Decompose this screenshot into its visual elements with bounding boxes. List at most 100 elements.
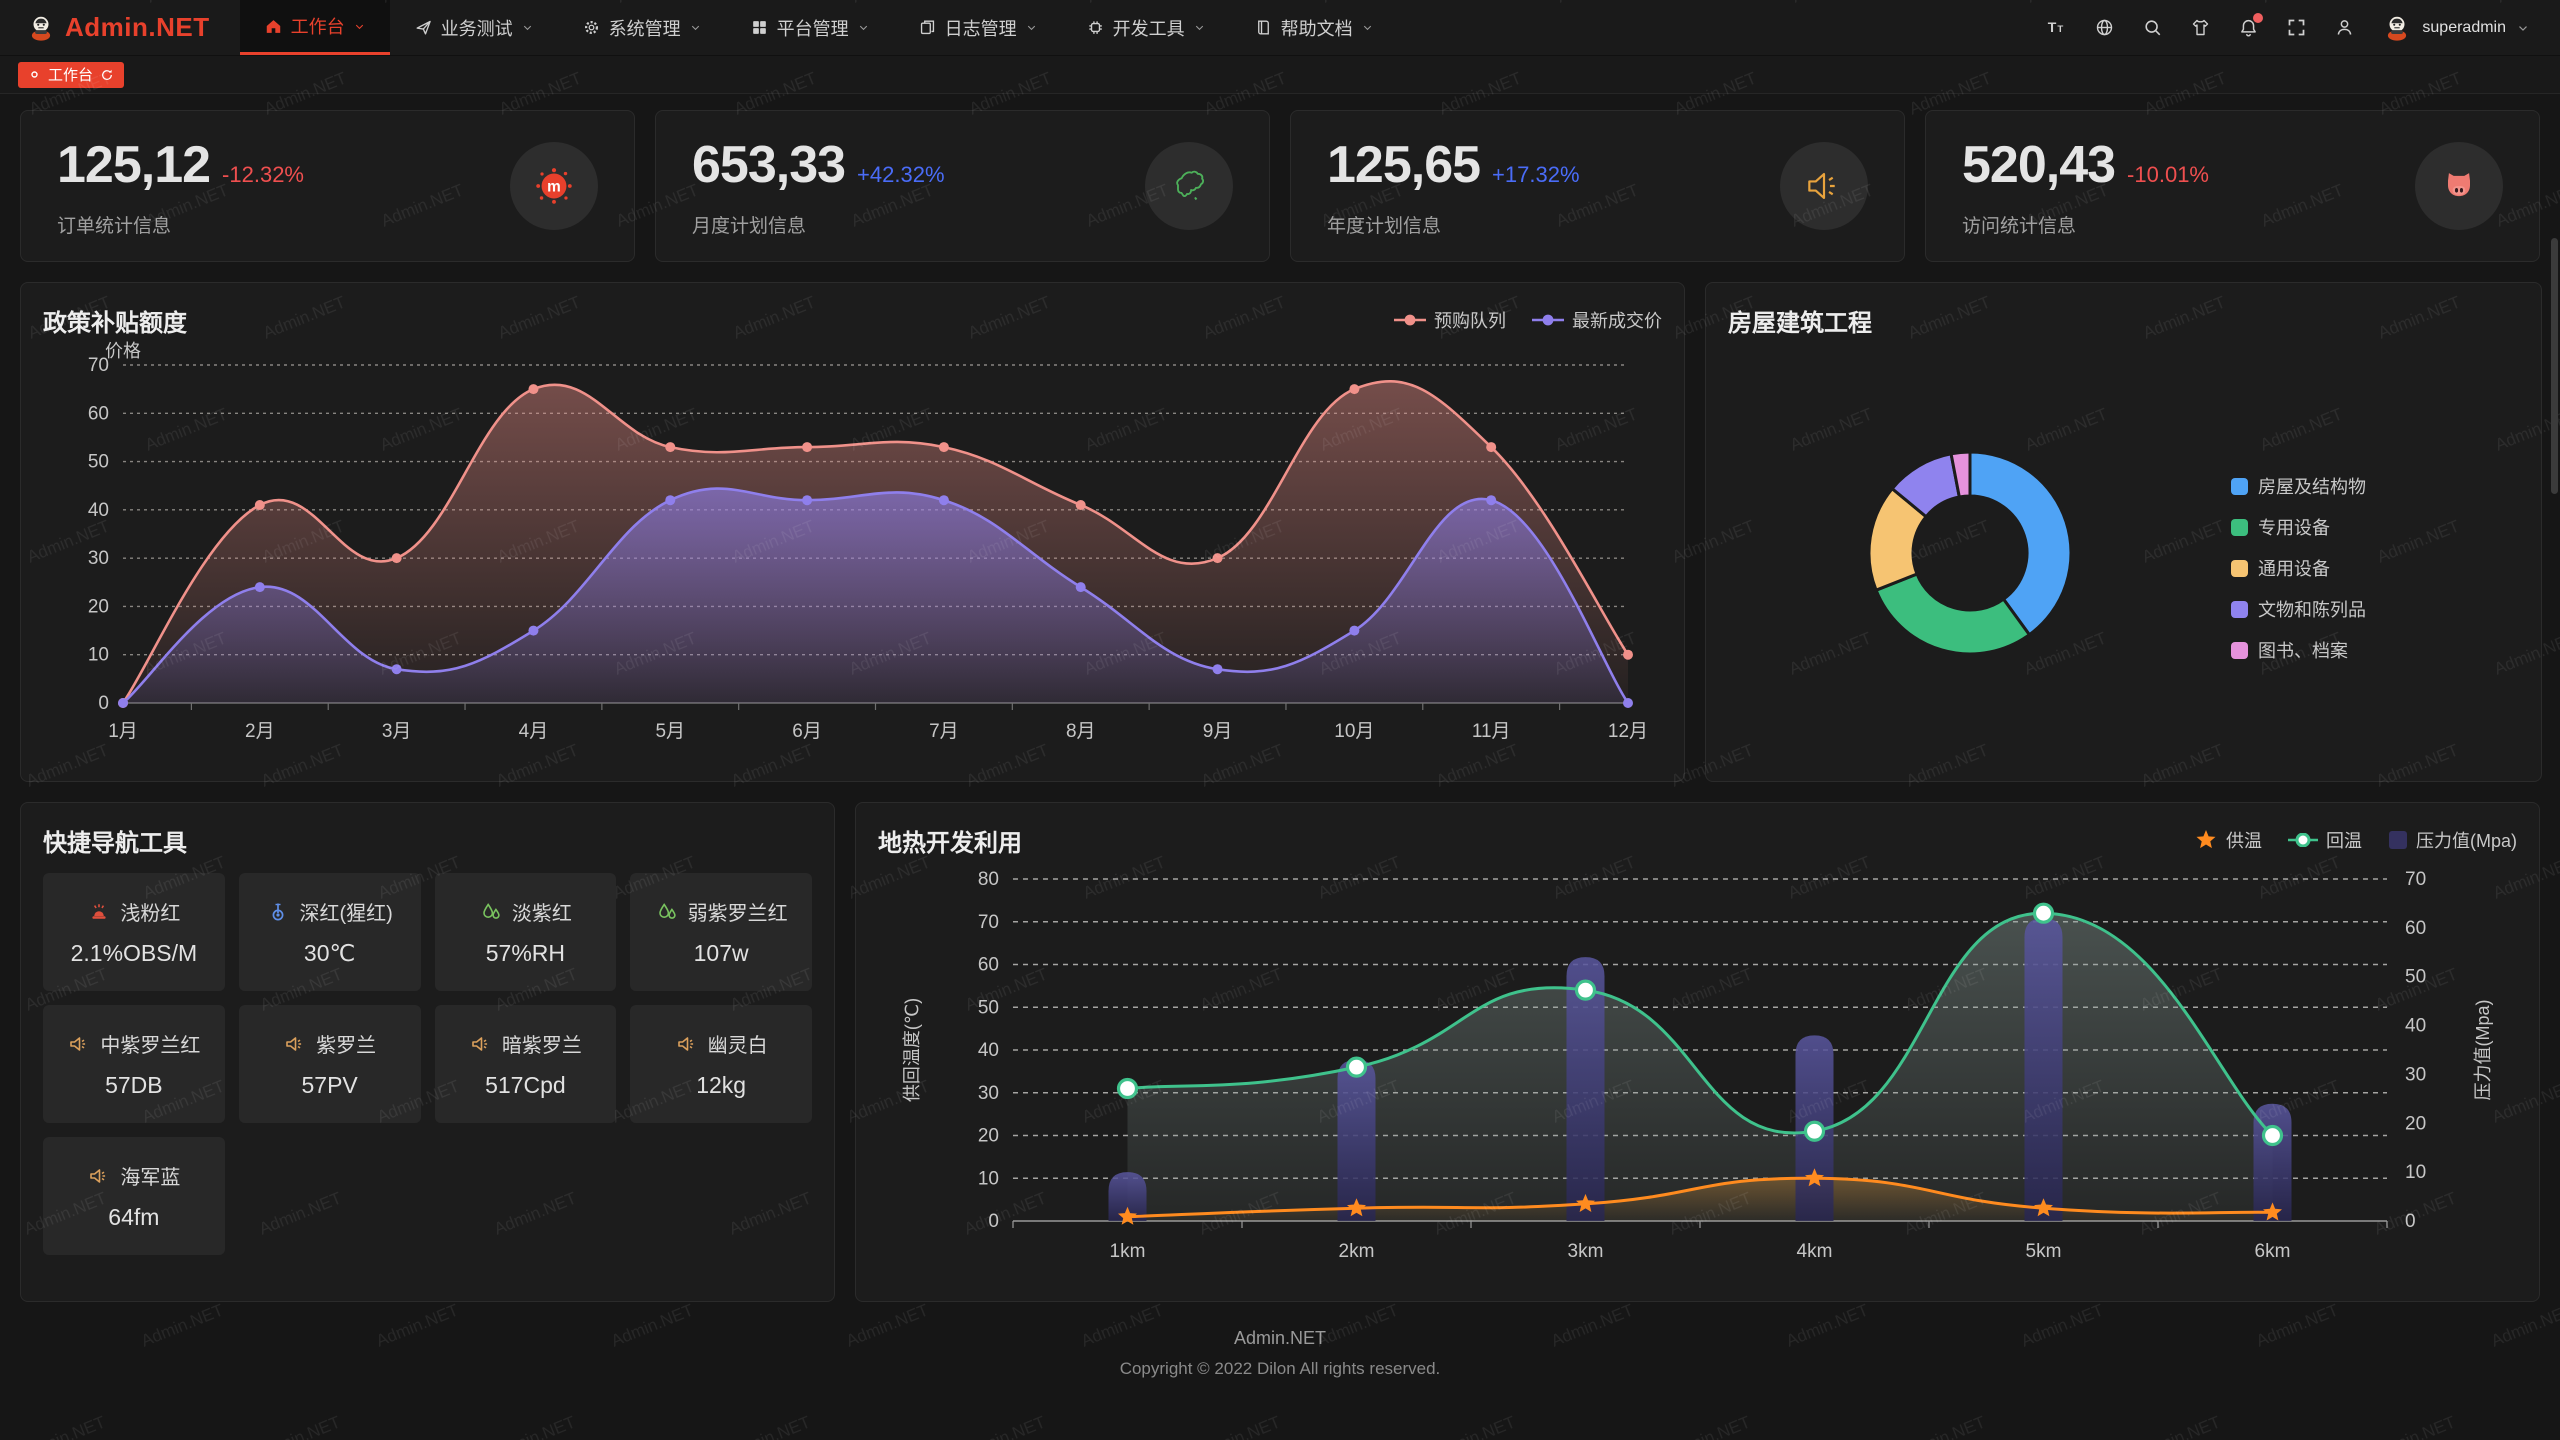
quick-label: 中紫罗兰红 [100,1035,201,1057]
quick-nav-弱紫罗兰红[interactable]: 弱紫罗兰红 107w [630,873,812,991]
svg-text:70: 70 [2405,869,2426,890]
svg-text:12月: 12月 [1608,721,1648,742]
legend-最新成交价[interactable]: 最新成交价 [1532,307,1662,333]
legend-swatch [2231,559,2248,577]
svg-text:30: 30 [88,548,109,569]
watermark-text: Admin.NET [255,1412,344,1440]
menu-label: 业务测试 [440,18,513,39]
splash-icon: m [510,142,598,230]
stat-delta: +17.32% [1492,161,1580,187]
refresh-icon[interactable] [100,68,114,82]
user-name: superadmin [2422,18,2506,36]
pressure-bar [1108,1172,1147,1221]
theme-icon[interactable] [2190,17,2211,38]
speaker-icon [469,1032,493,1056]
svg-text:60: 60 [2405,918,2426,939]
menu-item-平台管理[interactable]: 平台管理 [726,0,894,55]
svg-text:0: 0 [98,693,109,714]
legend-专用设备[interactable]: 专用设备 [2231,514,2366,540]
profile-icon[interactable] [2334,17,2355,38]
legend-通用设备[interactable]: 通用设备 [2231,555,2366,581]
svg-text:7月: 7月 [929,721,959,742]
quick-nav-紫罗兰[interactable]: 紫罗兰 57PV [238,1005,421,1123]
cat-icon [2415,142,2503,230]
quick-label: 幽灵白 [707,1035,768,1057]
stat-text: 125,65 +17.32% 年度计划信息 [1327,135,1580,238]
panel-title: 房屋建筑工程 [1728,309,1872,337]
menu-item-工作台[interactable]: 工作台 [239,0,390,55]
china-map-icon [1145,142,1233,230]
panel-title: 政策补贴额度 [43,309,187,337]
chevron-down-icon [689,21,702,34]
svg-text:m: m [547,178,561,195]
svg-text:40: 40 [88,500,109,521]
svg-text:1km: 1km [1110,1241,1146,1262]
quick-nav-浅粉红[interactable]: 浅粉红 2.1%OBS/M [43,873,225,991]
quick-value: 57PV [301,1072,358,1098]
watermark-text: Admin.NET [2370,1412,2459,1440]
speaker-icon [87,1164,111,1188]
send-icon [414,18,433,37]
svg-text:2km: 2km [1339,1241,1375,1262]
legend-文物和陈列品[interactable]: 文物和陈列品 [2231,596,2366,622]
menu-item-业务测试[interactable]: 业务测试 [390,0,558,55]
legend-图书、档案[interactable]: 图书、档案 [2231,637,2366,663]
chevron-down-icon [857,21,870,34]
logo[interactable]: Admin.NET [0,0,240,55]
menu-item-系统管理[interactable]: 系统管理 [558,0,726,55]
quick-nav-海军蓝[interactable]: 海军蓝 64fm [43,1137,225,1255]
doc-icon [918,18,937,37]
stat-card-年度计划信息: 125,65 +17.32% 年度计划信息 [1290,110,1905,262]
svg-text:5月: 5月 [655,721,685,742]
pie-slice-房屋及结构物[interactable] [1968,450,2073,637]
legend-回温[interactable]: 回温 [2287,827,2362,853]
menu-item-帮助文档[interactable]: 帮助文档 [1230,0,1398,55]
stat-delta: -12.32% [222,161,304,187]
user-menu[interactable]: superadmin [2382,13,2530,43]
humidity-icon [479,900,503,924]
quick-nav-幽灵白[interactable]: 幽灵白 12kg [630,1005,812,1123]
stat-value: 653,33 [692,135,846,194]
tab-label: 工作台 [48,67,94,84]
svg-text:6月: 6月 [792,721,822,742]
stat-label: 访问统计信息 [1962,215,2077,237]
menu-label: 工作台 [290,17,345,37]
watermark-text: Admin.NET [725,1412,814,1440]
legend-供温[interactable]: 供温 [2194,827,2262,853]
scrollbar[interactable] [2551,238,2558,494]
legend-swatch [2231,518,2248,536]
chevron-down-icon [521,21,534,34]
avatar [2382,13,2412,43]
fullscreen-icon[interactable] [2286,17,2307,38]
language-icon[interactable] [2094,17,2115,38]
pie-slice-图书、档案[interactable] [1949,450,1972,499]
svg-text:50: 50 [978,997,999,1018]
legend-房屋及结构物[interactable]: 房屋及结构物 [2231,473,2366,499]
stat-card-访问统计信息: 520,43 -10.01% 访问统计信息 [1925,110,2540,262]
quick-value: 57%RH [485,940,565,966]
svg-text:3km: 3km [1568,1241,1604,1262]
menu-item-日志管理[interactable]: 日志管理 [894,0,1062,55]
quick-nav-淡紫红[interactable]: 淡紫红 57%RH [434,873,617,991]
stat-delta: -10.01% [2127,161,2209,187]
stat-cards-row: 125,12 -12.32% 订单统计信息 m 653,33 +42.32% 月… [20,110,2540,262]
legend-预购队列[interactable]: 预购队列 [1394,307,1506,333]
svg-text:30: 30 [978,1083,999,1104]
heat-icon [87,900,111,924]
legend-压力值(Mpa)[interactable]: 压力值(Mpa) [2388,827,2517,853]
panel-housing: 房屋建筑工程 房屋及结构物 专用设备通用设备文物和陈列品 图书、档案 [1705,282,2542,782]
quick-nav-深红(猩红)[interactable]: 深红(猩红) 30℃ [238,873,421,991]
quick-label: 淡紫红 [511,903,572,925]
svg-text:T: T [2058,24,2064,35]
quick-nav-中紫罗兰红[interactable]: 中紫罗兰红 57DB [43,1005,225,1123]
tab-workbench[interactable]: 工作台 [18,61,125,88]
search-icon[interactable] [2142,17,2163,38]
chart-legend: 供温 回温 压力值(Mpa) [2194,827,2517,853]
watermark-text: Admin.NET [1430,1412,1519,1440]
quick-nav-暗紫罗兰[interactable]: 暗紫罗兰 517Cpd [434,1005,617,1123]
pie-slice-专用设备[interactable] [1874,572,2032,656]
notification-icon[interactable] [2238,13,2264,38]
tabbar: 工作台 [0,56,2560,94]
menu-item-开发工具[interactable]: 开发工具 [1062,0,1230,55]
